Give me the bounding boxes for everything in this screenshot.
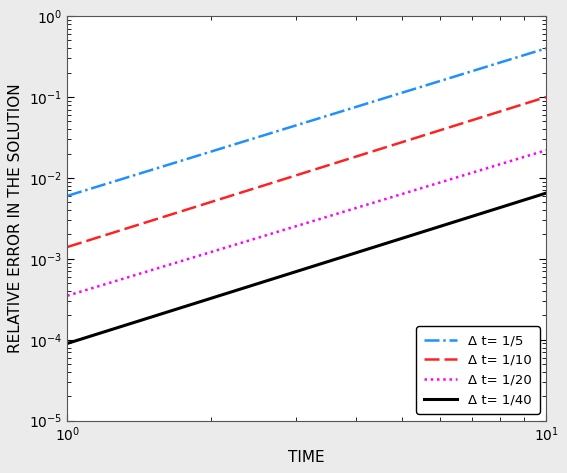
Δ t= 1/40 [543,190,549,196]
Δ t= 1/5 [153,166,160,171]
Δ t= 1/5 [519,53,526,59]
Δ t= 1/40 [192,300,198,306]
Δ t= 1/10 [502,107,509,113]
Δ t= 1/20 [153,266,160,272]
Legend: Δ t= 1/5, Δ t= 1/10, Δ t= 1/20, Δ t= 1/40: Δ t= 1/5, Δ t= 1/10, Δ t= 1/20, Δ t= 1/4… [416,326,540,414]
Δ t= 1/5 [93,184,100,190]
Line: Δ t= 1/10: Δ t= 1/10 [67,97,546,247]
Δ t= 1/40 [64,341,71,346]
Δ t= 1/10 [83,238,90,244]
Δ t= 1/20 [64,293,71,298]
Δ t= 1/10 [519,102,526,107]
Δ t= 1/40 [93,332,100,337]
X-axis label: TIME: TIME [289,450,325,464]
Δ t= 1/20 [93,284,100,290]
Δ t= 1/40 [519,198,526,203]
Line: Δ t= 1/5: Δ t= 1/5 [67,48,546,196]
Δ t= 1/5 [192,154,198,159]
Δ t= 1/10 [153,216,160,222]
Δ t= 1/20 [83,287,90,293]
Δ t= 1/20 [519,155,526,160]
Δ t= 1/10 [93,235,100,241]
Δ t= 1/5 [543,45,549,51]
Δ t= 1/10 [64,244,71,250]
Δ t= 1/10 [192,204,198,210]
Line: Δ t= 1/40: Δ t= 1/40 [67,193,546,343]
Y-axis label: RELATIVE ERROR IN THE SOLUTION: RELATIVE ERROR IN THE SOLUTION [9,84,23,353]
Δ t= 1/20 [543,148,549,153]
Δ t= 1/40 [153,313,160,318]
Δ t= 1/5 [64,193,71,199]
Δ t= 1/20 [502,160,509,166]
Δ t= 1/20 [192,254,198,260]
Δ t= 1/5 [502,58,509,64]
Line: Δ t= 1/20: Δ t= 1/20 [67,150,546,296]
Δ t= 1/40 [502,203,509,209]
Δ t= 1/5 [83,187,90,193]
Δ t= 1/10 [543,94,549,100]
Δ t= 1/40 [83,334,90,340]
